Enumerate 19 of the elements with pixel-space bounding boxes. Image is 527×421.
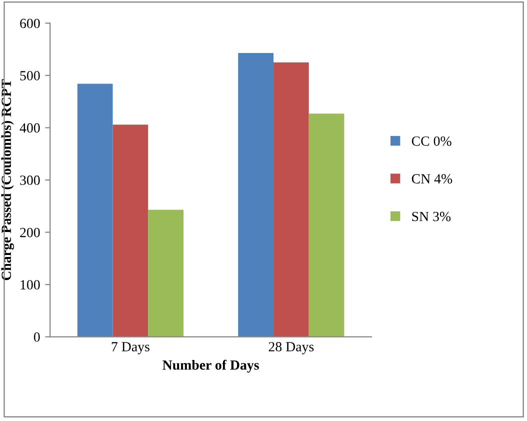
legend-label: CC 0%: [412, 136, 452, 146]
x-tick-label: 7 Days: [112, 342, 150, 354]
y-tick-label: 100: [20, 280, 40, 290]
bar: [148, 210, 184, 337]
legend-label: CN 4%: [412, 174, 452, 184]
y-tick-label: 500: [20, 71, 40, 80]
bar: [273, 62, 309, 337]
legend-label: SN 3%: [412, 212, 451, 222]
x-axis-title: Number of Days: [162, 360, 259, 373]
bar: [112, 124, 148, 337]
y-tick-label: 600: [20, 18, 40, 28]
x-tick-label: 28 Days: [268, 342, 314, 354]
y-tick-label: 300: [20, 176, 40, 185]
y-tick-label: 0: [34, 332, 40, 342]
bar: [238, 52, 274, 337]
y-tick-label: 200: [20, 228, 40, 238]
y-tick-label: 400: [20, 123, 40, 133]
bar: [308, 114, 344, 337]
bar: [77, 84, 113, 337]
